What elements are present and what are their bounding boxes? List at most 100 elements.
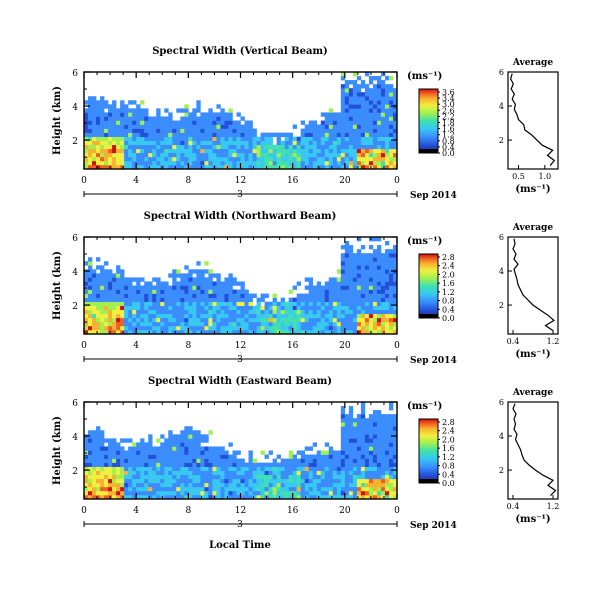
heatmap-cell [196, 273, 201, 278]
colorbar-tick-label: 0.4 [442, 143, 455, 152]
heatmap-cell [248, 124, 253, 129]
heatmap-cell [84, 108, 89, 113]
heatmap-cell [208, 446, 213, 451]
heatmap-cell [392, 261, 398, 266]
heatmap-cell [296, 321, 301, 327]
heatmap-cell [116, 446, 121, 451]
heatmap-cell [328, 321, 334, 327]
heatmap-cell [372, 237, 378, 242]
heatmap-cell [136, 486, 141, 492]
heatmap-cell [384, 309, 390, 315]
heatmap-cell [352, 289, 358, 294]
heatmap-cell [340, 152, 346, 158]
heatmap-cell [116, 454, 121, 459]
heatmap-cell [344, 88, 350, 93]
heatmap-cell [344, 418, 350, 423]
heatmap-cell [128, 164, 133, 170]
colorbar-tick-label: 2.8 [442, 418, 455, 427]
heatmap-cell [376, 422, 382, 427]
heatmap-cell [152, 160, 157, 166]
heatmap-cell [104, 446, 109, 451]
heatmap-cell [260, 140, 265, 146]
heatmap-cell [352, 490, 358, 496]
heatmap-cell [308, 160, 314, 166]
heatmap-cell [108, 486, 113, 492]
heatmap-cell [364, 128, 370, 133]
heatmap-cell [248, 120, 253, 125]
heatmap-cell [156, 112, 161, 117]
heatmap-cell [224, 148, 229, 154]
heatmap-cell [312, 297, 318, 302]
heatmap-cell [320, 301, 326, 307]
heatmap-cell [352, 317, 358, 323]
heatmap-cell [140, 486, 145, 492]
heatmap-cell [340, 112, 346, 117]
heatmap-cell [172, 474, 177, 480]
heatmap-cell [100, 325, 105, 331]
heatmap-cell [384, 462, 390, 467]
heatmap-cell [392, 414, 398, 419]
heatmap-cell [240, 132, 245, 137]
heatmap-cell [336, 269, 342, 274]
heatmap-cell [164, 494, 169, 500]
heatmap-cell [312, 317, 318, 323]
heatmap-cell [164, 454, 169, 459]
heatmap-cell [84, 325, 89, 331]
heatmap-cell [144, 128, 149, 133]
heatmap-cell [208, 474, 213, 480]
heatmap-cell [220, 160, 225, 166]
heatmap-cell [232, 486, 237, 492]
heatmap-cell [236, 458, 241, 463]
x-tick-label: 0 [394, 506, 400, 516]
heatmap-cell [356, 152, 362, 158]
heatmap-cell [260, 152, 265, 158]
heatmap-cell [192, 450, 197, 455]
heatmap-cell [364, 152, 370, 158]
heatmap-cell [208, 273, 213, 278]
heatmap-cell [120, 104, 125, 109]
heatmap-cell [376, 438, 382, 443]
heatmap-cell [200, 128, 205, 133]
heatmap-cell [268, 470, 273, 476]
heatmap-cell [228, 313, 233, 319]
heatmap-cell [188, 160, 193, 166]
heatmap-cell [124, 490, 129, 496]
heatmap-cell [176, 442, 181, 447]
heatmap-cell [236, 329, 241, 335]
heatmap-cell [368, 261, 374, 266]
heatmap-cell [188, 152, 193, 158]
heatmap-cell [172, 309, 177, 315]
heatmap-cell [352, 140, 358, 146]
heatmap-cell [128, 450, 133, 455]
heatmap-cell [100, 470, 105, 476]
heatmap-cell [272, 156, 277, 162]
heatmap-cell [340, 297, 346, 302]
x-tick-label: 20 [339, 176, 351, 186]
heatmap-cell [372, 160, 378, 166]
heatmap-cell [336, 305, 342, 311]
heatmap-cell [144, 301, 149, 307]
heatmap-cell [392, 309, 398, 315]
y-tick-label: 2 [72, 467, 78, 477]
heatmap-cell [372, 156, 378, 162]
heatmap-cell [348, 132, 354, 137]
heatmap-cell [100, 164, 105, 170]
heatmap-cell [188, 144, 193, 150]
heatmap-cell [296, 309, 301, 315]
heatmap-cell [160, 289, 165, 294]
heatmap-cell [132, 450, 137, 455]
heatmap-cell [332, 289, 338, 294]
heatmap-cell [320, 152, 326, 158]
heatmap-cell [84, 144, 89, 150]
heatmap-cell [172, 438, 177, 443]
heatmap-cell [128, 289, 133, 294]
heatmap-cell [140, 277, 145, 282]
heatmap-cell [136, 297, 141, 302]
heatmap-cell [252, 474, 257, 480]
heatmap-cell [272, 462, 277, 467]
heatmap-cell [372, 410, 378, 415]
heatmap-cell [352, 486, 358, 492]
heatmap-cell [328, 309, 334, 315]
heatmap-cell [188, 148, 193, 154]
heatmap-cell [120, 112, 125, 117]
